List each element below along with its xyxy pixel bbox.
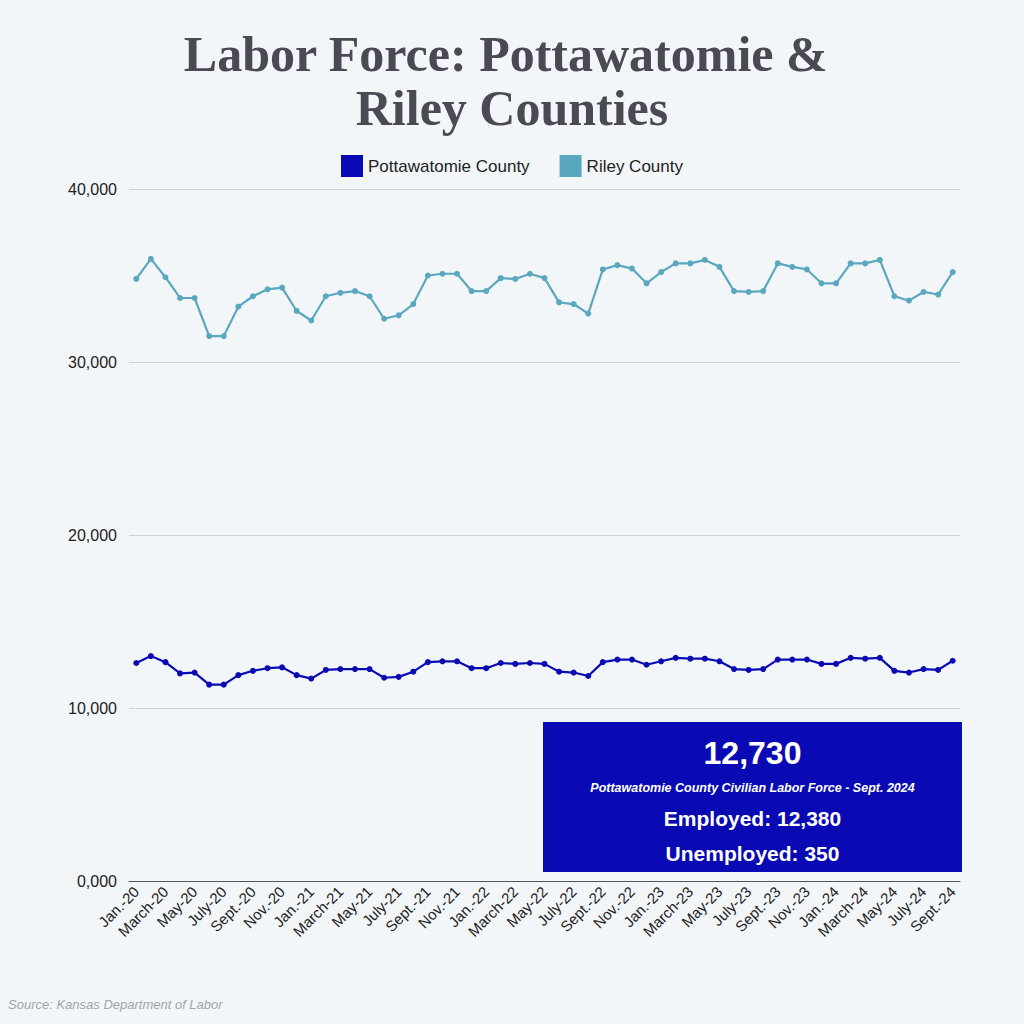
svg-text:Jan.-20: Jan.-20 <box>94 883 143 931</box>
svg-text:Riley Counties: Riley Counties <box>356 80 669 136</box>
svg-text:May-23: May-23 <box>678 883 726 931</box>
svg-text:Sept.-20: Sept.-20 <box>206 883 259 936</box>
svg-text:10,000: 10,000 <box>68 700 117 717</box>
svg-text:Labor Force: Pottawatomie &: Labor Force: Pottawatomie & <box>184 26 840 82</box>
svg-text:July-20: July-20 <box>183 883 230 930</box>
svg-text:20,000: 20,000 <box>68 527 117 544</box>
svg-text:0,000: 0,000 <box>77 873 117 890</box>
svg-text:Jan.-24: Jan.-24 <box>794 883 843 931</box>
svg-text:Source: Kansas Department of L: Source: Kansas Department of Labor <box>8 997 223 1012</box>
svg-text:March-24: March-24 <box>814 883 872 940</box>
svg-text:Jan.-23: Jan.-23 <box>619 883 668 931</box>
svg-text:May-24: May-24 <box>853 883 901 931</box>
svg-text:Nov.-22: Nov.-22 <box>589 883 638 932</box>
svg-text:March-22: March-22 <box>464 883 522 940</box>
svg-text:July-22: July-22 <box>533 883 580 930</box>
svg-text:30,000: 30,000 <box>68 354 117 371</box>
svg-text:Pottawatomie County Civilian L: Pottawatomie County Civilian Labor Force… <box>590 781 914 795</box>
svg-text:May-22: May-22 <box>503 883 551 931</box>
svg-text:July-23: July-23 <box>708 883 755 930</box>
svg-text:March-23: March-23 <box>639 883 697 940</box>
svg-text:Pottawatomie County: Pottawatomie County <box>368 157 530 176</box>
svg-text:40,000: 40,000 <box>68 181 117 198</box>
svg-text:May-21: May-21 <box>328 883 376 931</box>
svg-text:July-21: July-21 <box>358 883 405 930</box>
svg-text:Nov.-21: Nov.-21 <box>414 883 463 932</box>
svg-text:Unemployed: 350: Unemployed: 350 <box>666 842 840 865</box>
svg-text:Nov.-20: Nov.-20 <box>239 883 289 932</box>
svg-text:12,730: 12,730 <box>704 735 802 771</box>
svg-text:Employed: 12,380: Employed: 12,380 <box>664 807 841 830</box>
svg-text:March-20: March-20 <box>114 883 172 940</box>
svg-text:Nov.-23: Nov.-23 <box>764 883 813 932</box>
svg-text:Jan.-22: Jan.-22 <box>444 883 493 931</box>
svg-text:Riley County: Riley County <box>587 157 684 176</box>
svg-text:Jan.-21: Jan.-21 <box>269 883 318 931</box>
svg-text:July-24: July-24 <box>883 883 930 930</box>
svg-text:May-20: May-20 <box>153 883 201 931</box>
svg-text:Sept.-22: Sept.-22 <box>556 883 609 936</box>
svg-text:Sept.-23: Sept.-23 <box>731 883 784 936</box>
svg-text:Sept.-24: Sept.-24 <box>907 883 959 935</box>
svg-text:Sept.-21: Sept.-21 <box>381 883 434 936</box>
svg-text:March-21: March-21 <box>289 883 347 940</box>
